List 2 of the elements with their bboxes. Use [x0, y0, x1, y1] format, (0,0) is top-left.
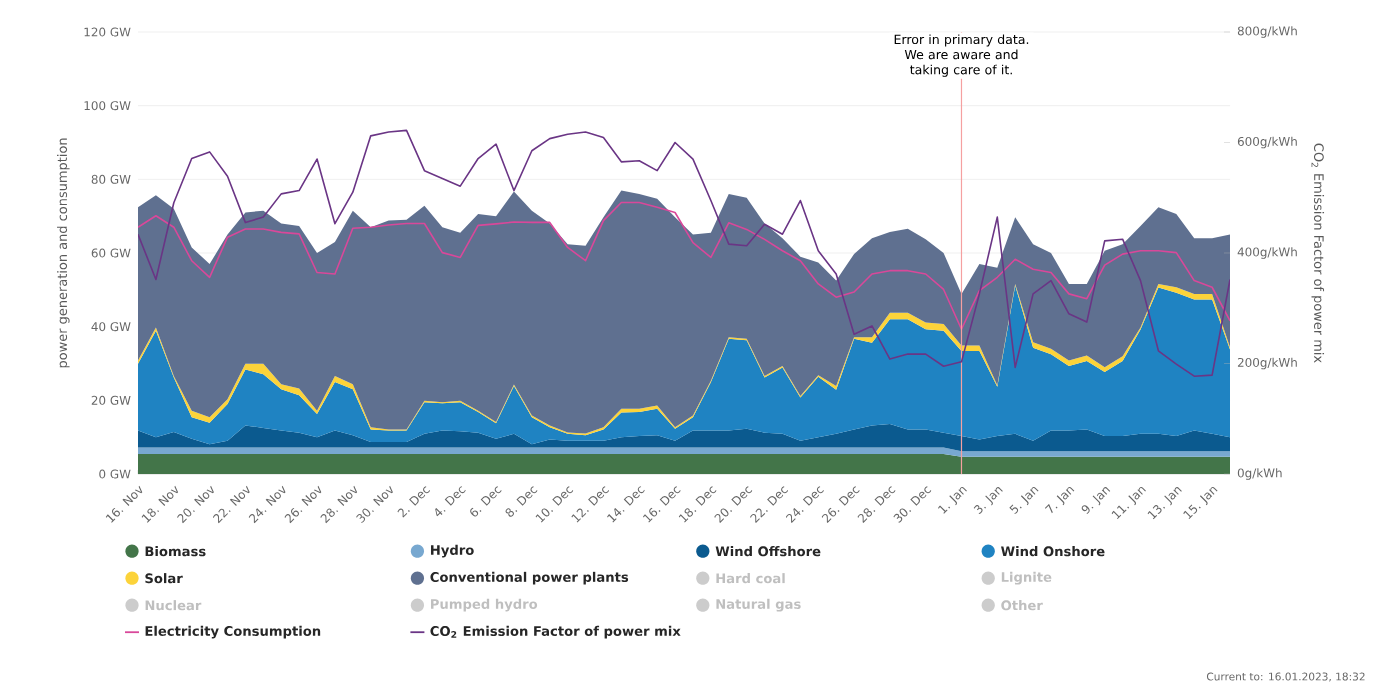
line-series: [138, 201, 1231, 331]
line-series: [138, 129, 1231, 377]
